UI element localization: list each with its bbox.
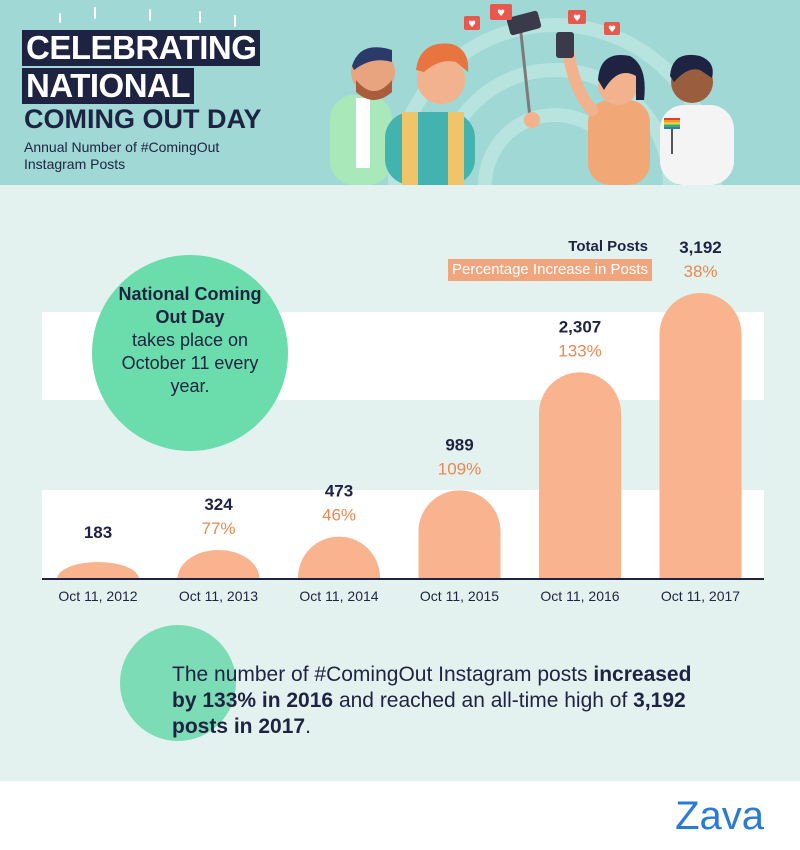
bar-2015 <box>418 490 501 579</box>
subtitle: Annual Number of #ComingOut Instagram Po… <box>24 139 220 172</box>
svg-text:♥: ♥ <box>497 9 505 19</box>
x-tick-label: Oct 11, 2016 <box>540 588 619 604</box>
info-circle-body: takes place on October 11 every year. <box>121 330 259 396</box>
x-tick-label: Oct 11, 2014 <box>299 588 378 604</box>
total-label: 324 <box>204 495 233 514</box>
x-tick-label: Oct 11, 2013 <box>179 588 258 604</box>
total-label: 989 <box>445 435 473 454</box>
summary-text: The number of #ComingOut Instagram posts… <box>172 662 712 740</box>
percentage-label: 77% <box>201 519 235 538</box>
summary-highlight-1: increased by 133% in 2016 <box>172 663 692 712</box>
svg-text:♥: ♥ <box>468 20 476 30</box>
bar-2013 <box>177 549 260 579</box>
x-tick-label: Oct 11, 2012 <box>58 588 137 604</box>
bar-2017 <box>659 293 742 579</box>
title-line-3: COMING OUT DAY <box>24 104 262 134</box>
total-label: 2,307 <box>559 317 602 336</box>
bar-2012 <box>57 562 139 579</box>
summary-part-2: and reached an all-time high of <box>333 689 634 712</box>
title-line-1: CELEBRATING <box>22 30 261 66</box>
info-circle <box>92 255 288 451</box>
x-tick-label: Oct 11, 2017 <box>661 588 740 604</box>
summary-part-3: . <box>305 715 311 738</box>
header-banner: ♥ ♥ ♥ ♥ CELEBRATING NATIONAL COMING OUT … <box>0 0 800 185</box>
bar-2016 <box>539 372 621 579</box>
percentage-label: 38% <box>683 262 717 281</box>
summary-circle <box>120 625 236 741</box>
total-label: 3,192 <box>679 238 722 257</box>
summary-part-1: The number of #ComingOut Instagram posts <box>172 663 594 686</box>
bar-2014 <box>298 536 380 579</box>
people-celebrating-illustration: ♥ ♥ ♥ ♥ <box>59 4 734 185</box>
background-band <box>42 490 764 578</box>
percentage-label: 133% <box>558 341 601 360</box>
svg-text:♥: ♥ <box>608 25 616 35</box>
percentage-label: 109% <box>438 459 481 478</box>
svg-text:♥: ♥ <box>573 14 581 24</box>
x-tick-label: Oct 11, 2015 <box>420 588 499 604</box>
chart-area: National Coming Out Day takes place on O… <box>0 185 800 781</box>
legend-total-posts: Total Posts <box>568 238 648 255</box>
bar-chart: 183 Oct 11, 2012 77% 324 Oct 11, 2013 46% 473 O… <box>42 238 764 604</box>
footer: Zava <box>0 781 800 850</box>
brand-logo: Zava <box>675 794 764 838</box>
total-label: 473 <box>325 482 353 501</box>
percentage-label: 46% <box>322 506 356 525</box>
legend-percentage-increase: Percentage Increase in Posts <box>448 259 652 281</box>
title-line-2: NATIONAL <box>22 68 195 104</box>
summary-highlight-2: 3,192 posts in 2017 <box>172 689 686 738</box>
info-circle-heading: National Coming Out Day <box>118 284 262 327</box>
info-circle-text: National Coming Out Day takes place on O… <box>92 283 288 398</box>
total-label: 183 <box>84 523 112 542</box>
